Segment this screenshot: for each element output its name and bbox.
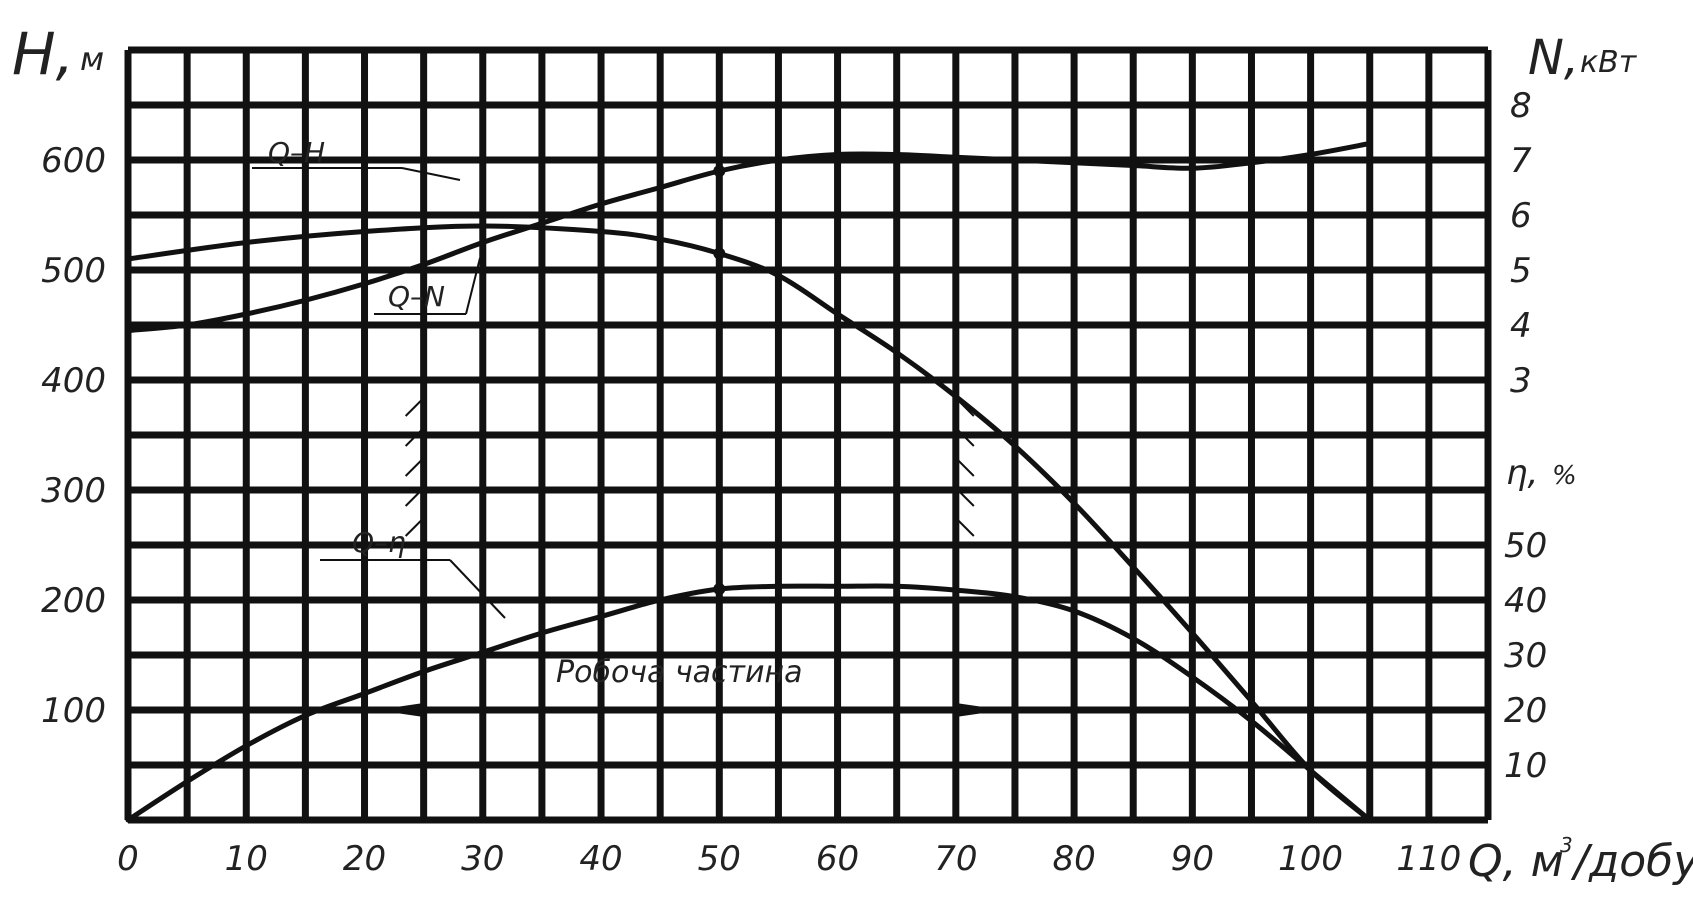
- x-tick-label: 40: [579, 839, 622, 879]
- left-axis-title: H, м: [12, 20, 104, 88]
- labels: 0 10 20 30 40 50 60 70 80 90 100 110 100 200 300 400 500…: [41, 86, 1547, 879]
- x-tick-label: 10: [225, 839, 268, 879]
- operating-point: [713, 165, 726, 177]
- working-range-label: Робоча частина: [556, 655, 803, 690]
- x-axis-title: Q, м 3 /добу: [1468, 833, 1693, 887]
- power-axis-title-main: N,: [1528, 30, 1579, 86]
- x-tick-label: 70: [934, 839, 977, 879]
- curves: [125, 141, 1373, 823]
- series-line-q-eta: [125, 583, 1373, 823]
- series-label-q-h: Q–H: [268, 136, 325, 169]
- n-tick-label: 8: [1510, 86, 1532, 126]
- eff-axis-title-unit: %: [1552, 461, 1577, 491]
- h-tick-label: 600: [41, 141, 106, 181]
- x-tick-label: 30: [461, 839, 504, 879]
- left-axis-title-main: H,: [12, 20, 74, 88]
- x-tick-label: 0: [117, 839, 139, 879]
- x-tick-label: 100: [1278, 839, 1343, 879]
- x-tick-label: 110: [1396, 839, 1461, 879]
- series-label-leader: [449, 559, 506, 619]
- hatch-stroke: [404, 457, 425, 477]
- x-tick-label: 20: [343, 839, 386, 879]
- eta-tick-label: 10: [1504, 746, 1547, 786]
- x-axis-title-sup: 3: [1560, 833, 1573, 857]
- x-tick-label: 60: [816, 839, 859, 879]
- series-line-q-n: [125, 141, 1373, 333]
- x-tick-label: 80: [1052, 839, 1095, 879]
- eta-tick-label: 30: [1504, 636, 1547, 676]
- operating-point: [713, 583, 726, 595]
- x-tick-label: 90: [1171, 839, 1214, 879]
- x-axis-title-main: Q, м: [1468, 836, 1564, 887]
- series-label-q-eta: Q–η: [352, 526, 406, 559]
- hatch-stroke: [955, 517, 975, 537]
- eff-axis-title-main: η,: [1506, 453, 1538, 493]
- hatch-stroke: [955, 457, 975, 477]
- operating-point: [713, 247, 726, 260]
- x-tick-label: 50: [698, 839, 741, 879]
- n-tick-label: 7: [1510, 141, 1532, 181]
- hatch-stroke: [404, 487, 425, 507]
- working-range-boundaries: [375, 380, 1004, 717]
- grid: [124, 46, 1492, 824]
- h-tick-label: 300: [41, 471, 106, 511]
- series-label-q-n: Q–N: [388, 280, 445, 313]
- left-axis-title-unit: м: [80, 40, 104, 78]
- eta-tick-label: 40: [1504, 581, 1547, 621]
- right-eff-axis-title: η, %: [1506, 453, 1577, 493]
- h-tick-label: 200: [41, 581, 106, 621]
- series-label-leader: [465, 257, 481, 315]
- h-tick-label: 400: [41, 361, 106, 401]
- series-label-leader: [401, 167, 461, 181]
- n-tick-label: 6: [1510, 196, 1532, 236]
- hatch-stroke: [404, 517, 425, 537]
- h-tick-label: 100: [41, 691, 106, 731]
- x-axis-title-tail: /добу: [1570, 836, 1693, 887]
- n-tick-label: 5: [1510, 251, 1532, 291]
- n-tick-label: 4: [1510, 306, 1532, 346]
- hatch-stroke: [955, 427, 975, 447]
- eta-tick-label: 20: [1504, 691, 1547, 731]
- power-axis-title-unit: кВт: [1580, 45, 1638, 80]
- h-tick-label: 500: [41, 251, 106, 291]
- hatch-stroke: [404, 397, 425, 417]
- working-range-arrow: [375, 703, 424, 717]
- n-tick-label: 3: [1510, 361, 1532, 401]
- hatch-stroke: [404, 427, 425, 447]
- operating-point-markers: [713, 165, 726, 595]
- series-line-q-h: [125, 223, 1373, 823]
- eta-tick-label: 50: [1504, 526, 1547, 566]
- right-power-axis-title: N, кВт: [1528, 30, 1638, 86]
- working-range-arrow: [955, 703, 1004, 717]
- hatch-stroke: [955, 487, 975, 507]
